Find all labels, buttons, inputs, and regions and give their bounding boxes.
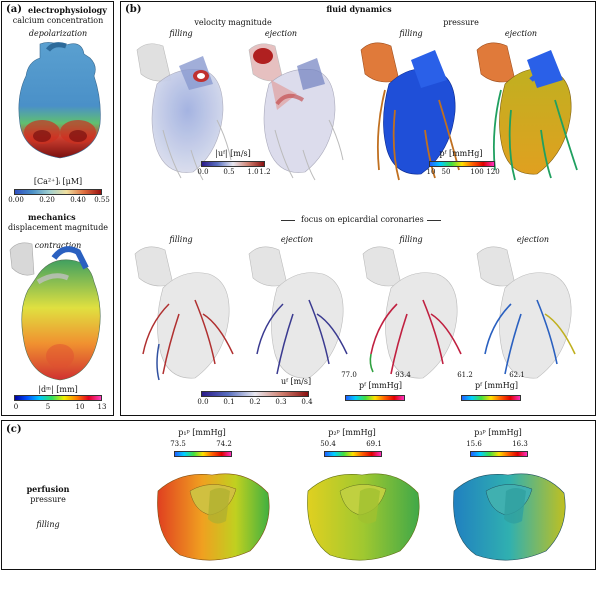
perfusion-title: perfusion (26, 484, 70, 494)
coronary-pf-tick-0: 77.0 (341, 371, 357, 379)
compartment-2-label: p₂ᵖ [mmHg] (328, 428, 376, 437)
electro-subtitle: calcium concentration (12, 16, 104, 25)
coronary-velocity-tick-3: 0.3 (275, 398, 287, 406)
electro-phase: depolarization (28, 29, 88, 38)
fluid-title: fluid dynamics (326, 4, 392, 14)
electro-colorbar-label: [Ca²⁺]ᵢ [μM] (33, 177, 83, 186)
coronary-velocity-tick-1: 0.1 (223, 398, 235, 406)
compartment-3-colorbar (470, 451, 528, 457)
coronary-pressure-ejection-label: pᶠ [mmHg] (475, 381, 518, 390)
coronary-pe-tick-1: 62.1 (509, 371, 525, 379)
coronary-velocity-label: uᶠ [m/s] (281, 377, 312, 386)
panel-a: (a) electrophysiology calcium concentrat… (1, 1, 114, 416)
focus-line-left (281, 220, 295, 221)
coronary-velocity-ejection (248, 246, 348, 379)
pressure-title: pressure (443, 18, 479, 27)
panel-a-label: (a) (6, 4, 22, 15)
panel-c-label: (c) (6, 424, 22, 435)
mechanics-tick-1: 5 (45, 403, 51, 411)
electro-tick-3: 0.55 (94, 196, 110, 204)
velocity-phase-filling: filling (169, 29, 193, 38)
velocity-phase-ejection: ejection (264, 29, 298, 38)
pressure-phase-filling: filling (399, 29, 423, 38)
mechanics-tick-3: 13 (97, 403, 107, 411)
velocity-title: velocity magnitude (194, 18, 272, 27)
focus-line-right (427, 220, 441, 221)
coronary-velocity-tick-2: 0.2 (249, 398, 261, 406)
mechanics-heart (9, 242, 101, 381)
velocity-ejection-heart (248, 43, 344, 181)
electro-heart (18, 42, 101, 159)
compartment-1-tick-1: 74.2 (216, 440, 232, 448)
compartment-3-heart (453, 473, 566, 561)
compartment-3-tick-1: 16.3 (512, 440, 528, 448)
mechanics-tick-0: 0 (13, 403, 19, 411)
coronary-pressure-ejection-colorbar (461, 395, 521, 401)
panel-b: (b) fluid dynamics velocity magnitude pr… (120, 1, 596, 416)
mechanics-title: mechanics (28, 212, 76, 222)
focus-label: focus on epicardial coronaries (301, 215, 424, 224)
velocity-tick-2: 1.0 (247, 168, 259, 176)
pressure-phase-ejection: ejection (504, 29, 538, 38)
electro-tick-2: 0.40 (70, 196, 86, 204)
compartment-2-colorbar (324, 451, 382, 457)
perfusion-subtitle: pressure (30, 495, 66, 504)
coronary-phase-4: ejection (516, 235, 550, 244)
compartment-3-tick-0: 15.6 (466, 440, 482, 448)
velocity-tick-1: 0.5 (223, 168, 235, 176)
electro-tick-1: 0.20 (39, 196, 55, 204)
velocity-colorbar (201, 161, 265, 167)
velocity-tick-3: 1.2 (259, 168, 271, 176)
electro-colorbar (14, 189, 102, 195)
coronary-pressure-ejection (476, 246, 576, 379)
coronary-pressure-filling (362, 246, 462, 379)
compartment-3-label: p₃ᵖ [mmHg] (474, 428, 522, 437)
coronary-pe-tick-0: 61.2 (457, 371, 473, 379)
pressure-tick-2: 100 (470, 168, 484, 176)
mechanics-colorbar-label: |dᵐ| [mm] (38, 385, 78, 394)
coronary-pressure-filling-colorbar (345, 395, 405, 401)
pressure-tick-1: 50 (441, 168, 451, 176)
mechanics-colorbar (14, 395, 102, 401)
compartment-2-tick-0: 50.4 (320, 440, 336, 448)
coronary-velocity-tick-0: 0.0 (197, 398, 209, 406)
electro-tick-0: 0.00 (8, 196, 24, 204)
mechanics-tick-2: 10 (75, 403, 85, 411)
velocity-filling-heart (136, 43, 232, 181)
velocity-tick-0: 0.0 (197, 168, 209, 176)
coronary-phase-3: filling (399, 235, 423, 244)
compartment-1-tick-0: 73.5 (170, 440, 186, 448)
pressure-filling-heart (360, 42, 460, 181)
compartment-2-heart (307, 473, 420, 561)
compartment-1-label: p₁ᵖ [mmHg] (178, 428, 226, 437)
coronary-velocity-filling (134, 246, 234, 381)
compartment-2-tick-1: 69.1 (366, 440, 382, 448)
coronary-pf-tick-1: 93.4 (395, 371, 411, 379)
mechanics-subtitle: displacement magnitude (7, 223, 109, 232)
coronary-pressure-filling-label: pᶠ [mmHg] (359, 381, 402, 390)
coronary-velocity-colorbar (201, 391, 309, 397)
coronary-velocity-tick-4: 0.4 (301, 398, 313, 406)
mechanics-phase: contraction (34, 241, 82, 250)
panel-b-label: (b) (125, 4, 142, 15)
pressure-colorbar-label: pᶠ [mmHg] (439, 149, 483, 158)
panel-c: (c) perfusion pressure filling p₁ᵖ [mmHg… (1, 420, 596, 570)
pressure-tick-3: 120 (486, 168, 500, 176)
coronary-phase-2: ejection (280, 235, 314, 244)
velocity-colorbar-label: |uᶠ| [m/s] (215, 149, 251, 158)
perfusion-phase: filling (36, 520, 60, 529)
compartment-1-heart (157, 473, 270, 561)
compartment-1-colorbar (174, 451, 232, 457)
electro-title: electrophysiology (28, 5, 107, 15)
pressure-tick-0: 10 (426, 168, 436, 176)
coronary-phase-1: filling (169, 235, 193, 244)
pressure-ejection-heart (476, 42, 578, 181)
pressure-colorbar (429, 161, 495, 167)
